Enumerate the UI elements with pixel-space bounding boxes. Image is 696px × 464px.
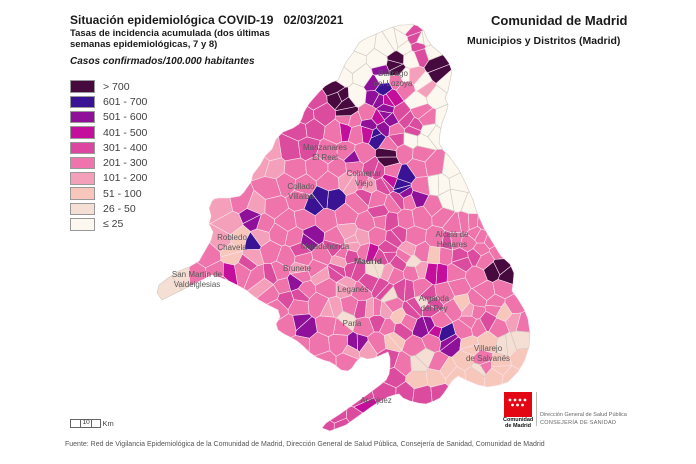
svg-text:Robledo: Robledo: [217, 233, 247, 242]
svg-text:Buitrago: Buitrago: [378, 69, 408, 78]
svg-text:San Martín de: San Martín de: [172, 270, 223, 279]
svg-text:Madrid: Madrid: [354, 256, 382, 266]
svg-text:Arganda: Arganda: [419, 294, 450, 303]
svg-text:del Rey: del Rey: [420, 304, 447, 313]
svg-text:El Real: El Real: [312, 153, 338, 162]
svg-text:Majadahonda: Majadahonda: [301, 242, 350, 251]
svg-text:de Salvanés: de Salvanés: [466, 354, 510, 363]
svg-text:Henares: Henares: [437, 240, 467, 249]
svg-text:del Lozoya: del Lozoya: [374, 79, 413, 88]
svg-text:Villalba: Villalba: [288, 192, 314, 201]
svg-text:Leganés: Leganés: [338, 285, 369, 294]
svg-text:Chavela: Chavela: [217, 243, 247, 252]
svg-text:Alcalá de: Alcalá de: [436, 230, 469, 239]
svg-text:Collado: Collado: [287, 182, 315, 191]
svg-text:Brunete: Brunete: [283, 264, 312, 273]
svg-text:Colmenar: Colmenar: [347, 169, 382, 178]
svg-text:Aranjuez: Aranjuez: [360, 396, 392, 405]
svg-text:Viejo: Viejo: [355, 179, 373, 188]
svg-text:Villarejo: Villarejo: [474, 344, 503, 353]
svg-text:Valdeiglesias: Valdeiglesias: [174, 280, 221, 289]
svg-text:Manzanares: Manzanares: [303, 143, 347, 152]
svg-text:Parla: Parla: [343, 319, 362, 328]
